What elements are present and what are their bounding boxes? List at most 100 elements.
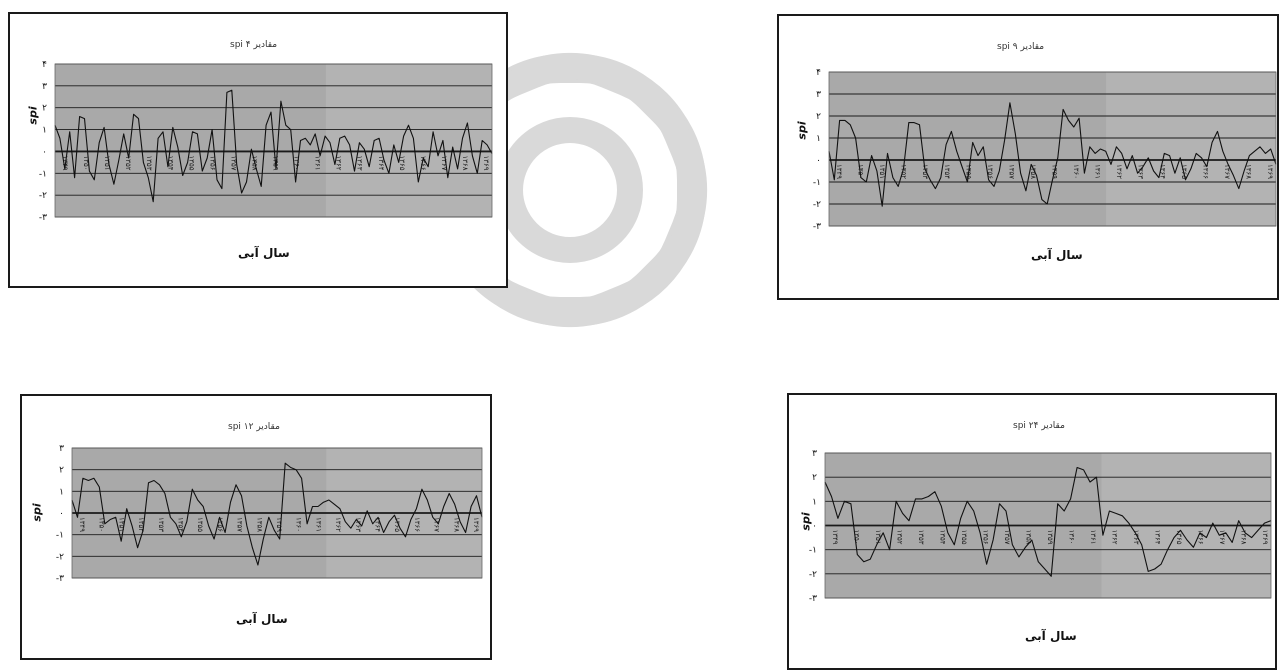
x-tick-label: ۱۳۶۳ bbox=[354, 517, 362, 532]
y-tick-label: ۴ bbox=[816, 68, 821, 78]
chart-title: مقادیر ۱۲ spi bbox=[228, 422, 280, 432]
x-tick-label: ۱۳۶۷ bbox=[433, 517, 441, 532]
x-tick-label: ۱۳۴۹ bbox=[61, 155, 69, 170]
y-tick-label: ۳ bbox=[812, 449, 817, 459]
x-tick-label: ۱۳۵۰ bbox=[82, 155, 90, 170]
x-tick-label: ۱۳۶۸ bbox=[452, 517, 460, 532]
x-tick-label: ۱۳۶۰ bbox=[1068, 530, 1076, 545]
x-tick-label: ۱۳۵۹ bbox=[1046, 530, 1054, 545]
x-tick-label: ۱۳۴۹ bbox=[78, 517, 86, 532]
y-tick-label: ۳ bbox=[59, 444, 64, 454]
x-tick-label: ۱۳۴۹ bbox=[831, 530, 839, 545]
chart-title: مقادیر ۴ spi bbox=[230, 40, 278, 50]
x-tick-label: ۱۳۶۷ bbox=[1223, 164, 1231, 179]
plot-frame bbox=[71, 447, 483, 579]
x-tick-label: ۱۳۶۷ bbox=[1218, 530, 1226, 545]
y-tick-label: ۲ bbox=[59, 466, 64, 476]
y-tick-label: ۰ bbox=[816, 156, 821, 166]
y-tick-label: ۰ bbox=[42, 147, 47, 157]
x-tick-label: ۱۳۵۴ bbox=[939, 530, 947, 545]
x-tick-label: ۱۳۵۸ bbox=[255, 517, 263, 532]
x-axis-label: سال آبی bbox=[238, 246, 290, 260]
x-tick-label: ۱۳۵۹ bbox=[275, 517, 283, 532]
x-tick-label: ۱۳۶۱ bbox=[1094, 164, 1102, 179]
x-tick-label: ۱۳۶۴ bbox=[374, 517, 382, 532]
x-tick-label: ۱۳۵۷ bbox=[236, 517, 244, 532]
x-tick-label: ۱۳۶۵ bbox=[393, 517, 401, 532]
x-tick-label: ۱۳۶۲ bbox=[335, 155, 343, 170]
watermark-core bbox=[497, 117, 643, 263]
x-tick-label: ۱۳۵۶ bbox=[982, 530, 990, 545]
x-tick-label: ۱۳۵۷ bbox=[1007, 164, 1015, 179]
x-tick-label: ۱۳۵۳ bbox=[157, 517, 165, 532]
x-tick-label: ۱۳۵۳ bbox=[921, 164, 929, 179]
x-tick-label: ۱۳۶۲ bbox=[1111, 530, 1119, 545]
x-tick-label: ۱۳۵۵ bbox=[960, 530, 968, 545]
x-tick-label: ۱۳۵۶ bbox=[208, 155, 216, 170]
x-tick-label: ۱۳۶۳ bbox=[1137, 164, 1145, 179]
x-tick-label: ۱۳۵۴ bbox=[177, 517, 185, 532]
x-tick-label: ۱۳۶۵ bbox=[398, 155, 406, 170]
y-tick-label: ۱ bbox=[812, 497, 817, 507]
x-tick-label: ۱۳۶۹ bbox=[1261, 530, 1269, 545]
chart-title: مقادیر ۲۴ spi bbox=[1013, 421, 1065, 431]
y-tick-label: -۳ bbox=[809, 594, 817, 604]
y-tick-label: -۳ bbox=[39, 213, 47, 223]
spi-chart-9-panel: مقادیر ۹ spi spi -۳ -۲ -۱ ۰ ۱ ۲ ۳ ۴ ۱۳۴۹ ۱۳۵۰ ۱۳۵۱… bbox=[777, 14, 1279, 300]
x-tick-label: ۱۳۵۰ bbox=[853, 530, 861, 545]
x-tick-label: ۱۳۶۱ bbox=[1089, 530, 1097, 545]
spi-series-line bbox=[824, 466, 1272, 577]
x-tick-label: ۱۳۵۱ bbox=[874, 530, 882, 545]
x-tick-label: ۱۳۶۱ bbox=[314, 517, 322, 532]
y-tick-label: -۱ bbox=[809, 546, 817, 556]
x-tick-label: ۱۳۵۵ bbox=[196, 517, 204, 532]
x-tick-label: ۱۳۶۶ bbox=[1201, 164, 1209, 179]
x-tick-label: ۱۳۶۹ bbox=[1266, 164, 1274, 179]
y-tick-label: ۲ bbox=[816, 112, 821, 122]
x-tick-label: ۱۳۵۰ bbox=[98, 517, 106, 532]
x-axis-label: سال آبی bbox=[1031, 248, 1083, 262]
x-tick-label: ۱۳۵۲ bbox=[124, 155, 132, 170]
y-tick-label: -۱ bbox=[56, 531, 64, 541]
x-tick-label: ۱۳۴۹ bbox=[835, 164, 843, 179]
y-tick-label: -۳ bbox=[56, 574, 64, 584]
x-tick-label: ۱۳۶۶ bbox=[1197, 530, 1205, 545]
spi-chart-12: -۳ -۲ -۱ ۰ ۱ ۲ ۳ ۱۳۴۹ ۱۳۵۰ ۱۳۵۱ ۱۳۵۲ ۱۳۵۳ ۱۳۵۴ ۱۳۵۵ ۱۳… bbox=[56, 444, 483, 584]
spi-series-line bbox=[828, 102, 1277, 207]
x-tick-label: ۱۳۶۴ bbox=[1154, 530, 1162, 545]
plot-area-shade bbox=[55, 64, 326, 217]
plot-area-shade bbox=[829, 72, 1107, 226]
spi-series-line bbox=[54, 89, 493, 203]
x-tick-label: ۱۳۵۲ bbox=[137, 517, 145, 532]
y-tick-label: -۲ bbox=[39, 191, 47, 201]
spi-chart-24: -۳ -۲ -۱ ۰ ۱ ۲ ۳ ۱۳۴۹ ۱۳۵۰ ۱۳۵۱ ۱۳۵۲ ۱۳۵۳ ۱۳۵۴ ۱۳۵۵ ۱۳… bbox=[809, 449, 1272, 604]
x-tick-label: ۱۳۵۳ bbox=[917, 530, 925, 545]
x-tick-label: ۱۳۶۹ bbox=[472, 517, 480, 532]
x-tick-label: ۱۳۶۸ bbox=[1244, 164, 1252, 179]
x-axis-label: سال آبی bbox=[236, 612, 288, 626]
x-tick-label: ۱۳۵۶ bbox=[986, 164, 994, 179]
y-tick-label: -۲ bbox=[813, 200, 821, 210]
x-tick-label: ۱۳۵۸ bbox=[1025, 530, 1033, 545]
x-tick-label: ۱۳۶۷ bbox=[440, 155, 448, 170]
chart-title: مقادیر ۹ spi bbox=[997, 42, 1045, 52]
y-tick-label: ۲ bbox=[812, 473, 817, 483]
y-tick-label: -۳ bbox=[813, 222, 821, 232]
x-tick-label: ۱۳۵۷ bbox=[229, 155, 237, 170]
x-tick-label: ۱۳۵۴ bbox=[166, 155, 174, 170]
x-tick-label: ۱۳۵۱ bbox=[878, 164, 886, 179]
y-tick-label: ۴ bbox=[42, 60, 47, 70]
x-tick-label: ۱۳۶۸ bbox=[1240, 530, 1248, 545]
x-tick-label: ۱۳۶۰ bbox=[293, 155, 301, 170]
x-tick-label: ۱۳۶۴ bbox=[377, 155, 385, 170]
x-tick-label: ۱۳۶۳ bbox=[1132, 530, 1140, 545]
y-tick-label: ۳ bbox=[42, 82, 47, 92]
x-tick-label: ۱۳۶۰ bbox=[1072, 164, 1080, 179]
x-tick-label: ۱۳۶۱ bbox=[314, 155, 322, 170]
x-tick-label: ۱۳۶۴ bbox=[1158, 164, 1166, 179]
x-tick-label: ۱۳۵۱ bbox=[103, 155, 111, 170]
x-tick-label: ۱۳۵۳ bbox=[145, 155, 153, 170]
y-tick-label: -۲ bbox=[809, 570, 817, 580]
x-tick-label: ۱۳۶۶ bbox=[413, 517, 421, 532]
